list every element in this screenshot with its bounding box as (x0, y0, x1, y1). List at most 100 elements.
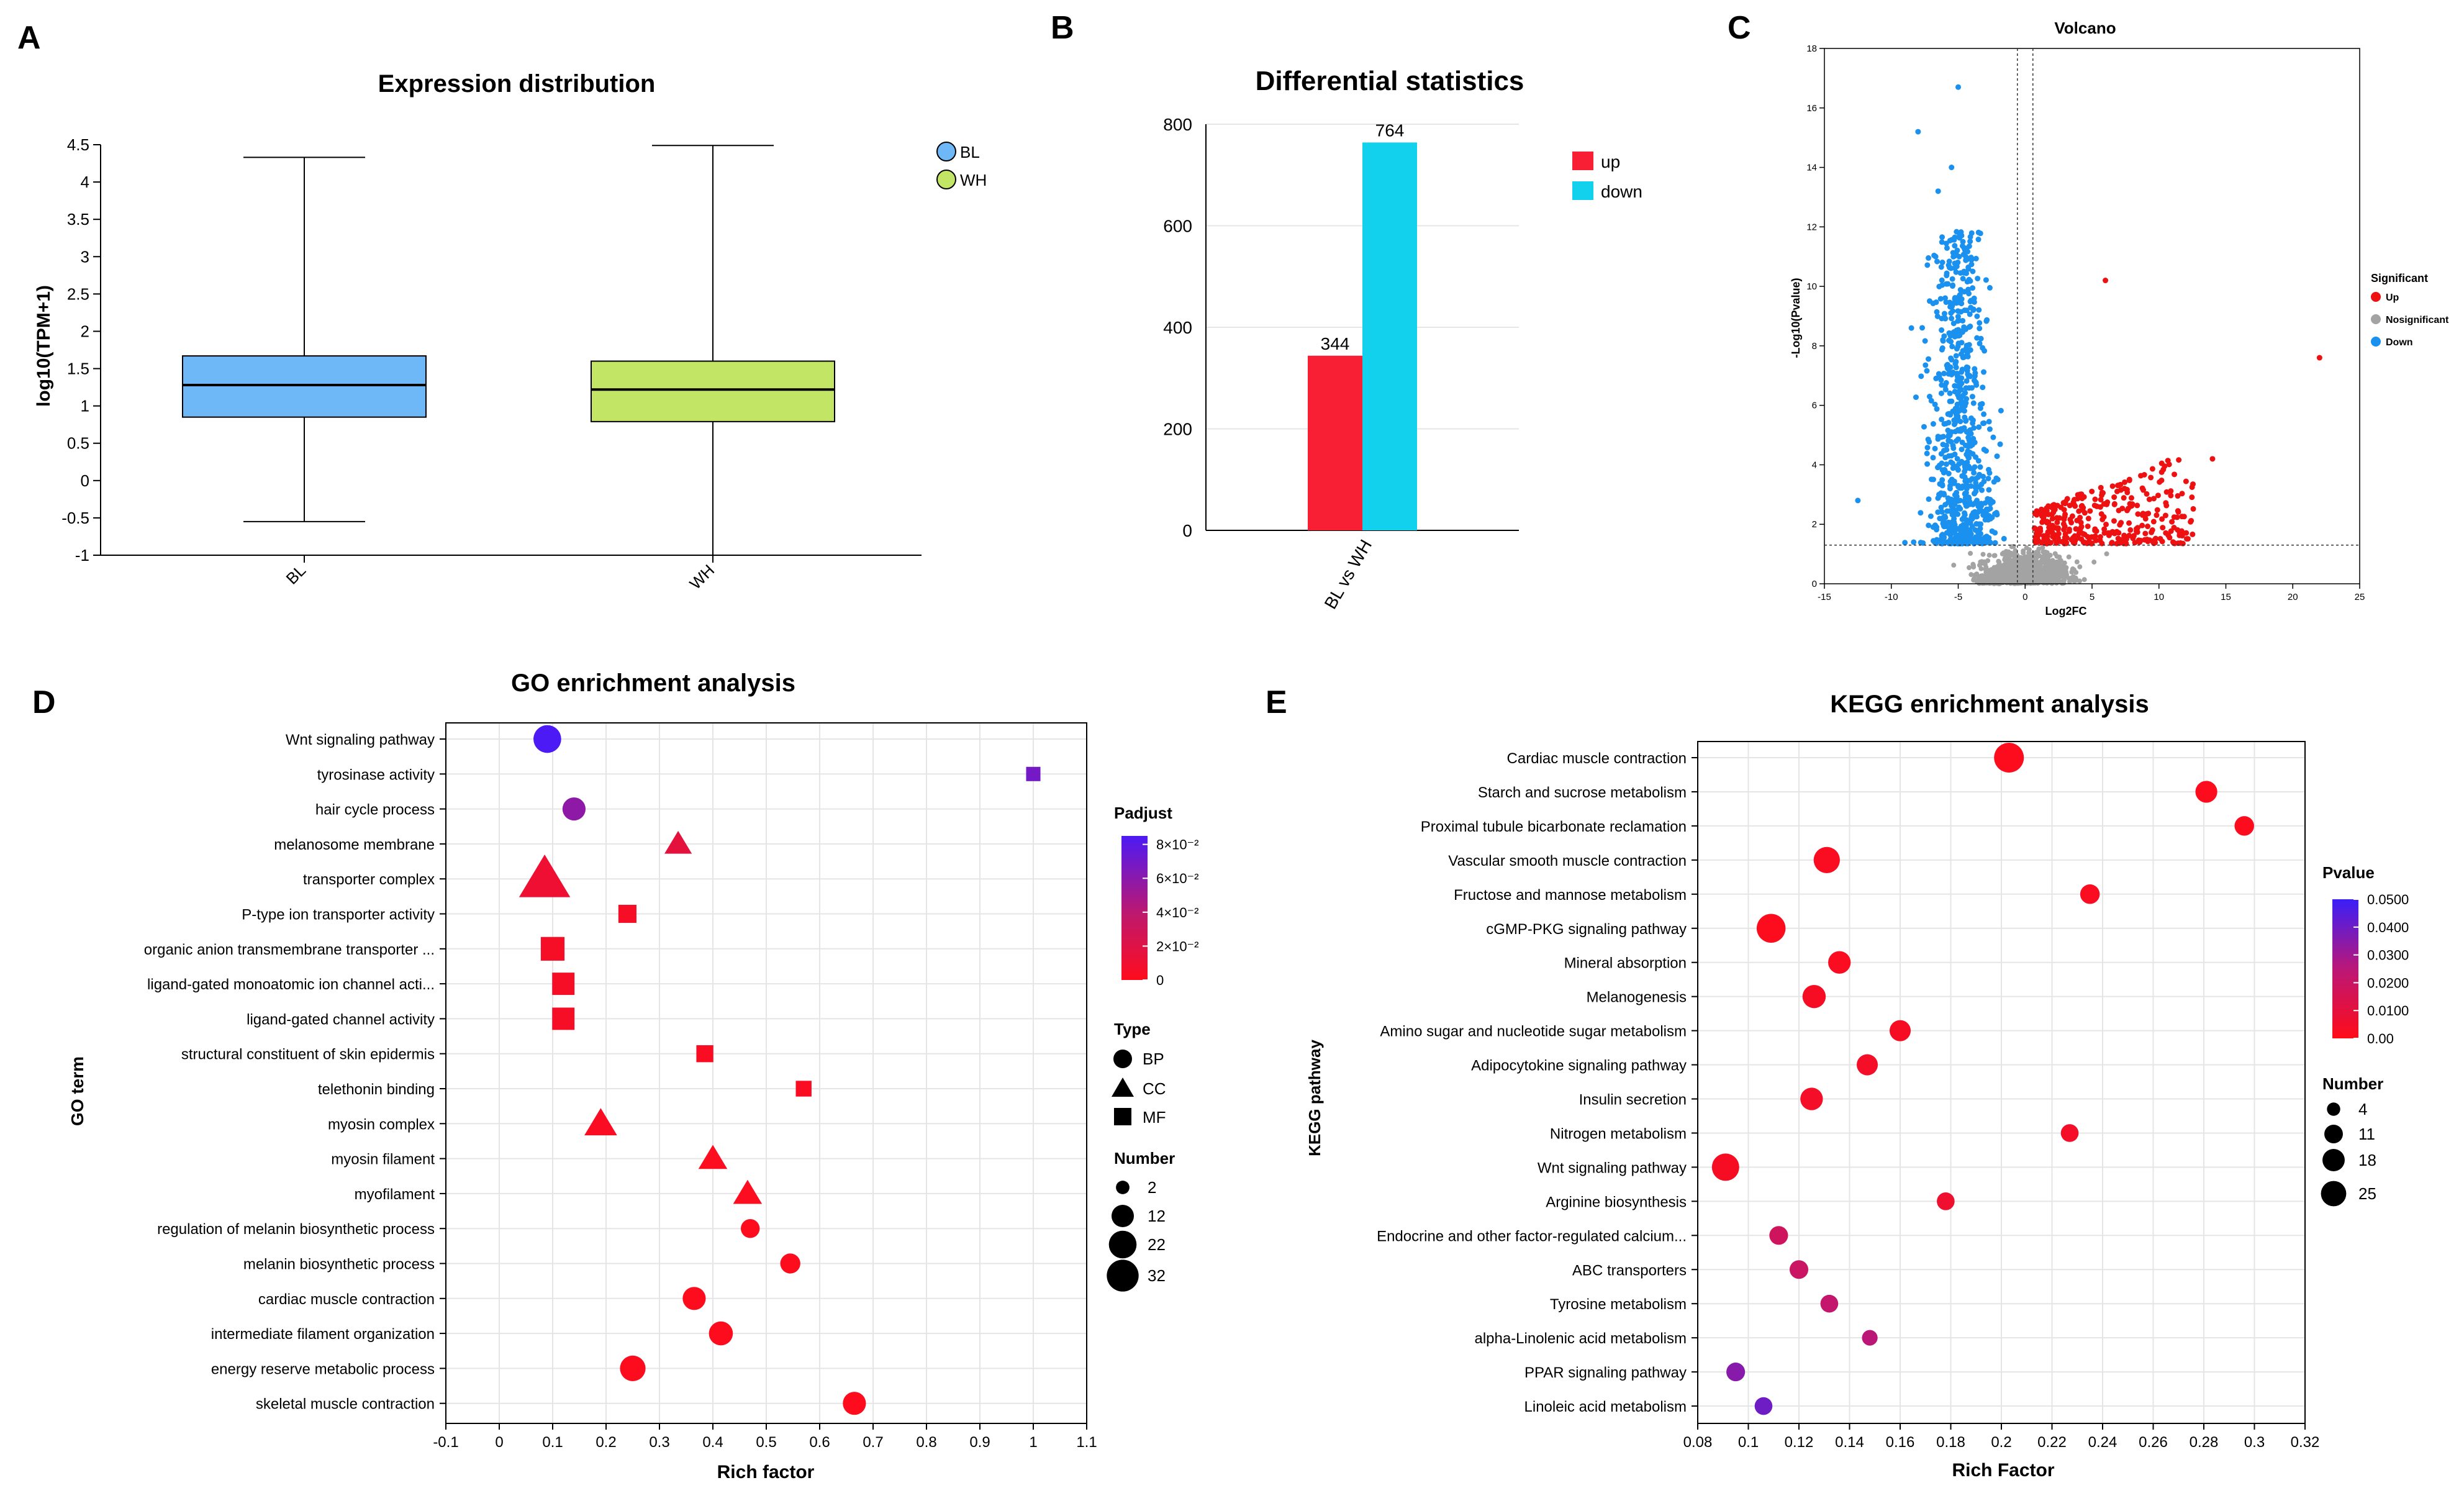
point-nosignificant (2043, 561, 2049, 566)
point-down (1949, 315, 1955, 322)
term-label: Insulin secretion (1579, 1092, 1687, 1109)
point-down (1975, 474, 1982, 480)
point-down (1939, 277, 1945, 283)
point-down (1952, 492, 1958, 498)
chart-d-title: GO enrichment analysis (511, 669, 795, 697)
chart-c-xlabel: Log2FC (2045, 605, 2087, 617)
x-tick-label: 0.22 (2037, 1434, 2067, 1451)
point-down (1954, 417, 1960, 423)
point-down (1947, 536, 1954, 542)
point-down (1950, 443, 1956, 449)
point-down (1942, 420, 1949, 427)
point-up (2034, 539, 2040, 545)
point-up (2092, 527, 2098, 533)
term-label: skeletal muscle contraction (256, 1396, 435, 1413)
x-tick-label: 15 (2221, 592, 2231, 602)
point-up (2045, 519, 2052, 525)
point-down (1964, 527, 1970, 533)
term-label: Cardiac muscle contraction (1507, 750, 1687, 767)
y-tick-label: 4 (1812, 460, 1817, 470)
point-nosignificant (2104, 551, 2109, 556)
go-point-mf (696, 1045, 713, 1063)
point-down (1985, 496, 1991, 502)
point-nosignificant (2056, 574, 2062, 579)
point-down (1967, 324, 1973, 330)
point-nosignificant (1995, 579, 2000, 584)
chart-d-legend: Padjust 8×10⁻² 6×10⁻² 4×10⁻² 2×10⁻² 0 Type B… (1107, 804, 1199, 1292)
point-down (1936, 371, 1942, 377)
size-legend-e: 4 11 18 25 (2321, 1100, 2376, 1207)
point-down (1947, 333, 1954, 339)
x-tick-label: 10 (2154, 592, 2164, 602)
point-nosignificant (2001, 550, 2006, 556)
point-down (1968, 430, 1974, 437)
point-nosignificant (2026, 550, 2032, 555)
point-down (1935, 495, 1941, 501)
x-tick-label: 0.5 (756, 1434, 776, 1451)
point-down (1960, 514, 1967, 520)
point-down (1951, 329, 1957, 335)
point-up (2036, 532, 2042, 538)
point-down (1973, 255, 1979, 261)
point-down (1941, 538, 1947, 545)
point-down (1944, 447, 1950, 453)
point-up (2175, 508, 2181, 514)
point-up (2054, 519, 2060, 525)
point-down (1940, 442, 1946, 448)
point-nosignificant (2012, 578, 2018, 584)
point-down (1961, 268, 1967, 274)
point-down (1968, 256, 1975, 263)
point-down (1998, 407, 2004, 414)
kegg-point (1756, 914, 1786, 943)
point-down (1973, 479, 1979, 486)
point-down (1937, 515, 1943, 522)
point-down (1941, 311, 1947, 317)
point-down (1947, 265, 1953, 271)
point-up (2098, 484, 2104, 491)
chart-c-points (1855, 84, 2322, 586)
point-down (1943, 299, 1949, 306)
point-up (2167, 535, 2173, 541)
term-label: transporter complex (303, 871, 435, 888)
chart-b-title: Differential statistics (1256, 66, 1524, 96)
point-up (2149, 466, 2155, 472)
x-tick-label: 25 (2355, 592, 2365, 602)
point-nosignificant (2011, 560, 2017, 565)
point-down (1967, 234, 1973, 240)
point-up (2140, 510, 2146, 517)
point-down (1986, 487, 1992, 493)
point-up (2092, 533, 2098, 539)
point-down (1974, 313, 1980, 319)
point-down (1926, 394, 1932, 400)
point-up (2078, 519, 2084, 525)
size-legend-label: 11 (2358, 1125, 2375, 1143)
point-down (1939, 234, 1945, 240)
term-label: Fructose and mannose metabolism (1454, 887, 1687, 904)
point-down (1970, 285, 1976, 291)
point-down (1975, 275, 1981, 281)
chart-e-title: KEGG enrichment analysis (1830, 691, 2149, 718)
point-down (1952, 383, 1958, 389)
point-up (2121, 538, 2127, 544)
point-down (1945, 471, 1952, 477)
point-down (1972, 484, 1978, 490)
chart-a-boxes (182, 145, 835, 556)
point-nosignificant (1966, 565, 1972, 571)
point-up (2062, 511, 2068, 517)
point-nosignificant (2060, 571, 2065, 576)
point-down (1938, 390, 1944, 396)
point-down (1926, 255, 1932, 261)
point-down (1974, 497, 1980, 504)
point-down (1950, 320, 1957, 327)
term-label: structural constituent of skin epidermis (181, 1046, 435, 1063)
kegg-point (2080, 884, 2100, 904)
point-up (2126, 478, 2132, 484)
point-up (2132, 540, 2138, 546)
chart-a-title: Expression distribution (378, 70, 656, 98)
point-up (2159, 538, 2165, 545)
box-bl (182, 355, 427, 418)
colorbar-pvalue (2332, 899, 2358, 1038)
point-down (1964, 503, 1970, 509)
colorbar-tick-label: 0.00 (2367, 1031, 2394, 1046)
point-down (1924, 450, 1930, 456)
